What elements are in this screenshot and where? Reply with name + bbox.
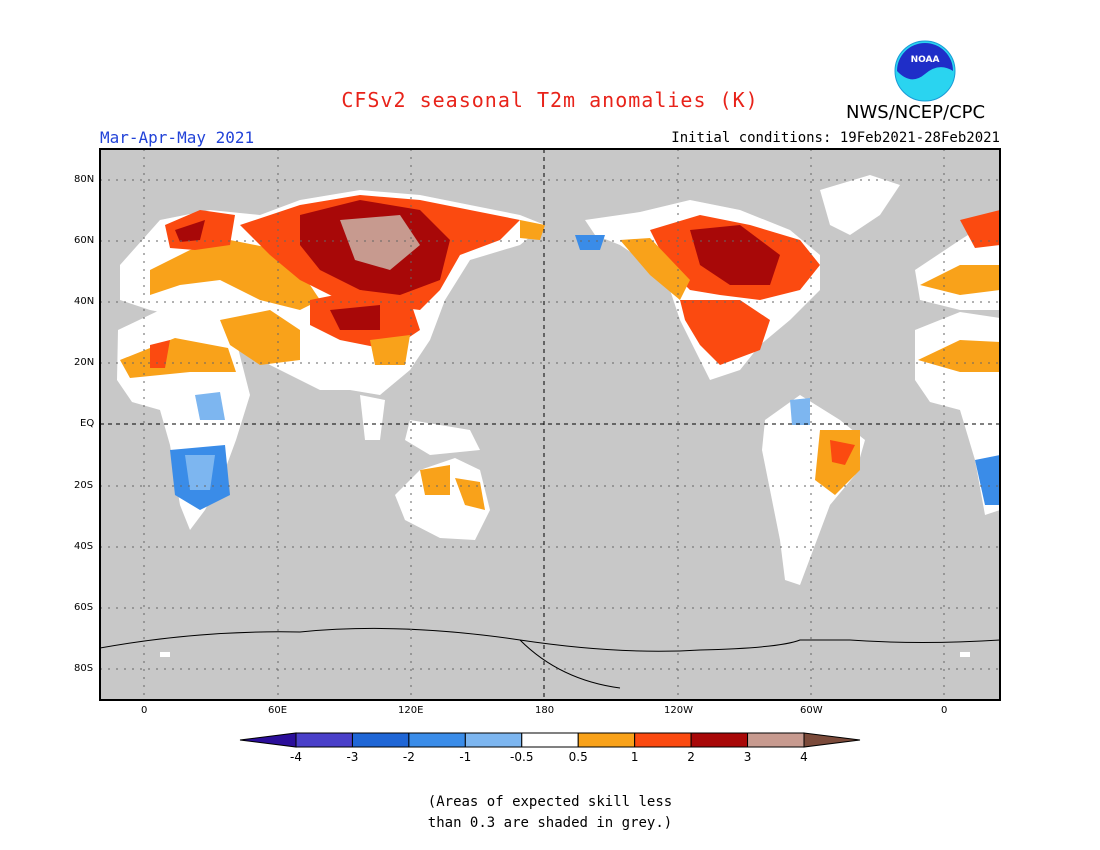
map-frame (99, 148, 1001, 701)
colorbar-label: -0.5 (510, 750, 534, 764)
colorbar-cell (408, 732, 466, 748)
colorbar-cell (634, 732, 692, 748)
footnote-line: than 0.3 are shaded in grey.) (427, 815, 673, 831)
lat-label: 20N (74, 357, 95, 368)
noaa-logo: NOAA (894, 40, 956, 102)
map-gridlines (100, 149, 1000, 700)
lat-label: 60N (74, 235, 95, 246)
colorbar-label: -1 (459, 750, 472, 764)
colorbar-label: 4 (800, 750, 808, 764)
agency-label: NWS/NCEP/CPC (846, 102, 986, 123)
lat-label: 80S (74, 663, 94, 674)
colorbar-cell (351, 732, 410, 748)
initial-conditions-label: Initial conditions: 19Feb2021-28Feb2021 (671, 130, 1000, 146)
lon-label: 0 (141, 705, 148, 716)
colorbar-cell (747, 732, 805, 748)
season-label: Mar-Apr-May 2021 (100, 128, 255, 147)
lon-label: 0 (941, 705, 948, 716)
logo-text: NOAA (911, 55, 940, 65)
colorbar-label: 1 (630, 750, 639, 764)
lat-label: EQ (80, 418, 95, 429)
lon-label: 180 (535, 705, 555, 716)
anomaly-field (100, 175, 1000, 689)
skill-footnote: (Areas of expected skill less than 0.3 a… (0, 792, 1100, 834)
lat-label: 40N (74, 296, 95, 307)
colorbar-cell (577, 732, 636, 748)
colorbar-cell (690, 732, 749, 748)
colorbar-label: -2 (402, 750, 415, 764)
colorbar-arrow-high (803, 732, 861, 748)
lon-label: 120E (398, 705, 424, 716)
lat-label: 60S (74, 602, 94, 613)
lon-label: 60W (800, 705, 823, 716)
lat-label: 20S (74, 480, 94, 491)
colorbar-label: 2 (687, 750, 695, 764)
colorbar-label: -3 (346, 750, 359, 764)
colorbar-label: -4 (290, 750, 302, 764)
colorbar-arrow-low (239, 732, 297, 748)
colorbar-cell (464, 732, 523, 748)
colorbar-label: 3 (743, 750, 752, 764)
colorbar-cell (295, 732, 353, 748)
colorbar (239, 732, 861, 748)
map-title: CFSv2 seasonal T2m anomalies (K) (341, 88, 759, 112)
colorbar-label: 0.5 (568, 750, 588, 764)
lat-label: 80N (74, 174, 95, 185)
footnote-line: (Areas of expected skill less (427, 794, 673, 810)
lat-label: 40S (74, 541, 94, 552)
colorbar-cell (521, 732, 579, 748)
lon-label: 120W (664, 705, 693, 716)
lon-label: 60E (268, 705, 288, 716)
